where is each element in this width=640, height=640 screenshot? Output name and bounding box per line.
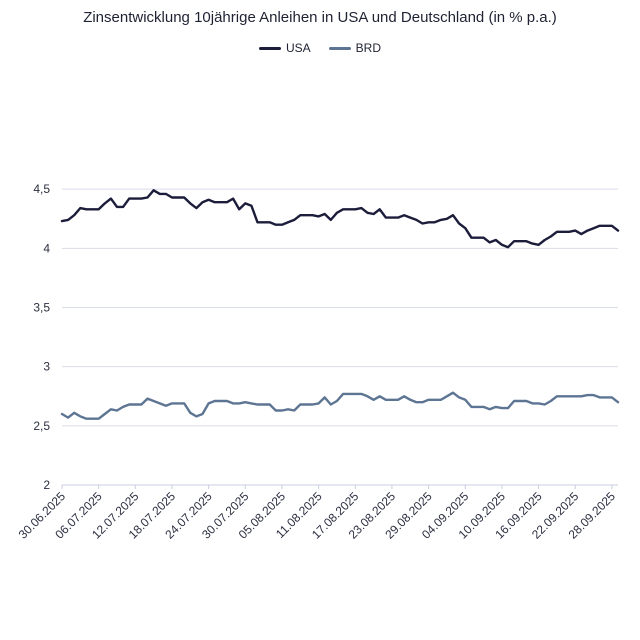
legend-swatch-brd	[328, 46, 351, 50]
y-tick-label: 4	[43, 241, 50, 255]
y-tick-label: 2	[43, 478, 50, 492]
y-tick-label: 3	[43, 360, 50, 374]
series-line-usa	[60, 189, 620, 249]
y-tick-label: 2,5	[33, 419, 50, 433]
chart-title: Zinsentwicklung 10jährige Anleihen in US…	[83, 9, 557, 26]
legend-label-usa: USA	[285, 41, 311, 55]
y-tick-label: 3,5	[33, 301, 50, 315]
y-tick-label: 4,5	[33, 182, 50, 196]
legend-item-usa: USA	[258, 41, 311, 55]
chart-legend: USA BRD	[0, 41, 640, 55]
legend-swatch-usa	[258, 46, 281, 50]
legend-item-brd: BRD	[328, 41, 382, 55]
series-line-brd	[60, 391, 620, 420]
legend-label-brd: BRD	[355, 41, 382, 55]
